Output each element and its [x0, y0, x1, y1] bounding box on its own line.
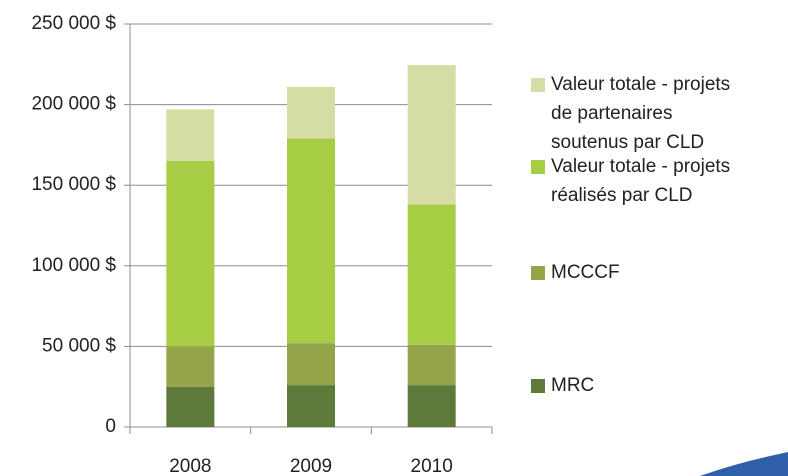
bar-segment — [287, 138, 335, 344]
legend-label: MCCCF — [551, 262, 620, 283]
legend-swatch — [531, 379, 545, 393]
legend-label: Valeur totale - projets réalisés par CLD — [551, 156, 731, 206]
bar-segment — [166, 386, 215, 427]
x-tick-label: 2008 — [169, 456, 211, 476]
legend-label: Valeur totale - projets de partenaires s… — [551, 74, 731, 153]
legend-swatch — [531, 160, 545, 174]
bar-segment — [407, 385, 456, 427]
legend-item: MCCCF — [531, 258, 781, 287]
bar-segment — [407, 204, 456, 345]
bar-segment — [166, 109, 215, 162]
legend-item: MRC — [531, 371, 781, 400]
y-tick-label: 0 — [105, 416, 116, 437]
y-tick-label: 150 000 $ — [31, 174, 116, 195]
bar-segment — [166, 346, 215, 387]
legend-item: Valeur totale - projets de partenaires s… — [531, 70, 781, 157]
x-tick-label: 2009 — [290, 456, 332, 476]
bar-segment — [407, 65, 456, 205]
bar-segment — [166, 161, 215, 347]
bar-segment — [287, 343, 335, 386]
x-tick-label: 2010 — [411, 456, 453, 476]
legend-swatch — [531, 266, 545, 280]
legend-item: Valeur totale - projets réalisés par CLD — [531, 152, 781, 210]
legend-swatch — [531, 78, 545, 92]
bar-segment — [287, 385, 335, 427]
legend-label: MRC — [551, 375, 595, 396]
y-tick-label: 100 000 $ — [31, 255, 116, 276]
bar-segment — [407, 344, 456, 386]
y-tick-label: 200 000 $ — [31, 94, 116, 115]
decor-swoosh — [700, 452, 788, 476]
bar-segment — [287, 86, 335, 139]
y-tick-label: 50 000 $ — [42, 335, 116, 356]
y-tick-label: 250 000 $ — [31, 13, 116, 34]
